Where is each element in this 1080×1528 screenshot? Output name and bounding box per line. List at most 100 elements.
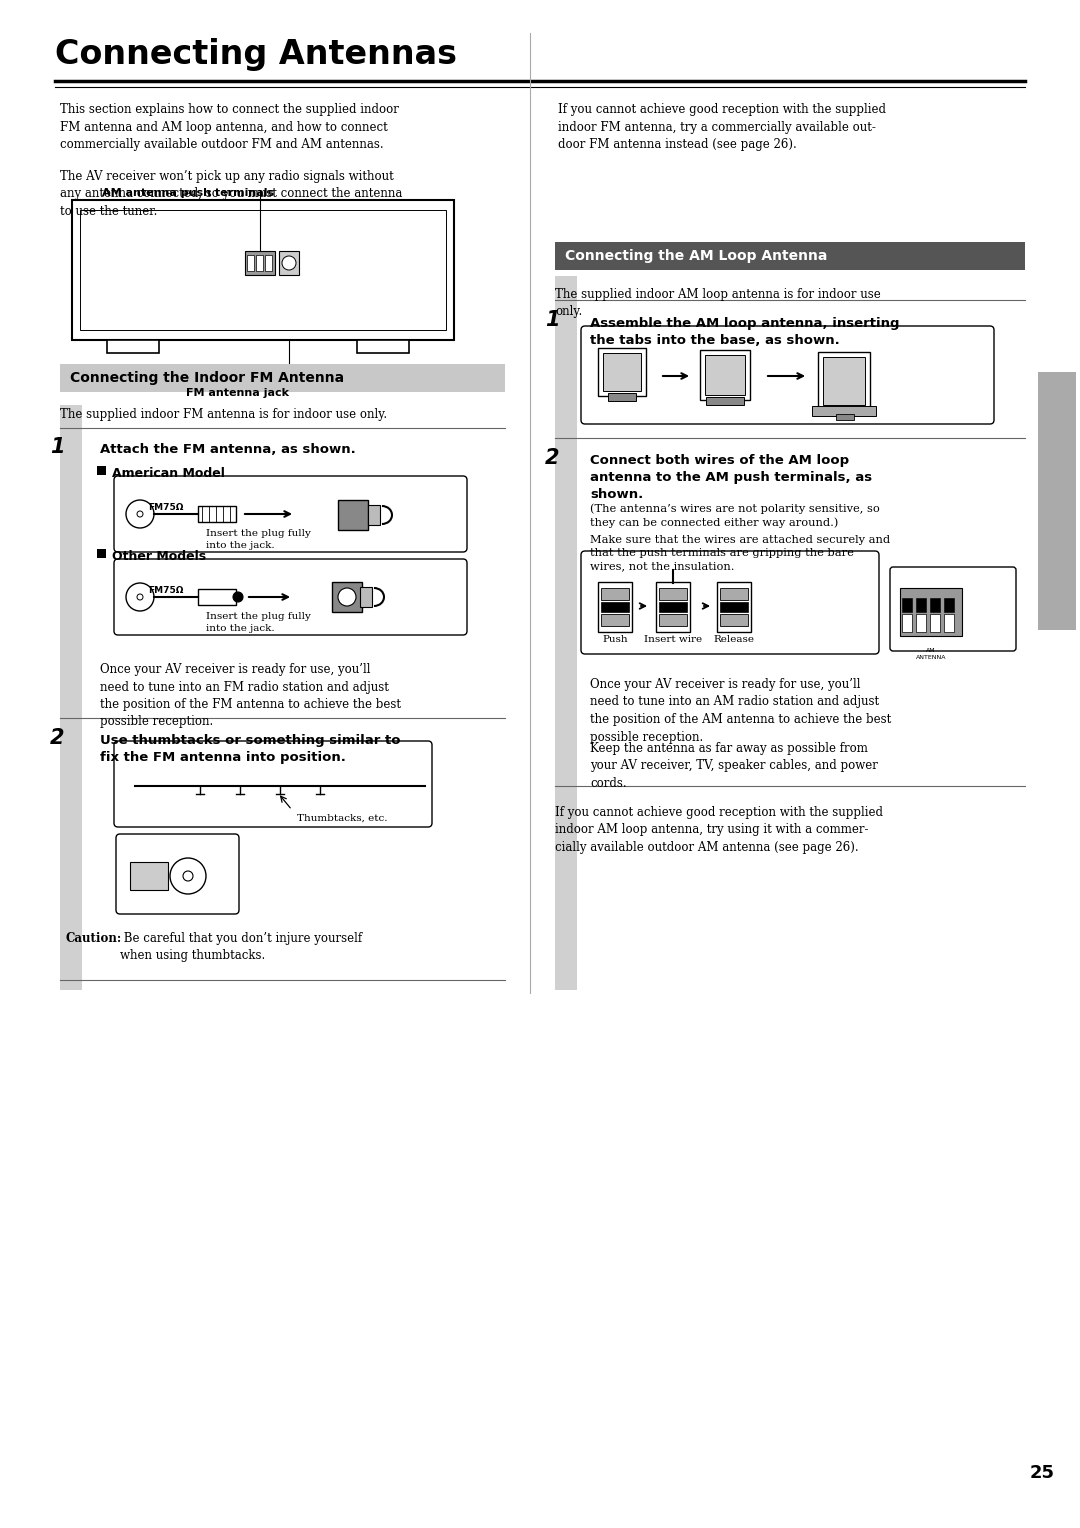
Bar [603,353,642,391]
Text: Attach the FM antenna, as shown.: Attach the FM antenna, as shown. [100,443,355,455]
Text: Use thumbtacks or something similar to
fix the FM antenna into position.: Use thumbtacks or something similar to f… [100,733,401,764]
Bar [700,350,750,400]
Bar [659,614,687,626]
Bar [245,251,275,275]
Text: Connecting the Indoor FM Antenna: Connecting the Indoor FM Antenna [70,371,345,385]
Bar [598,348,646,396]
Bar [97,549,106,558]
Circle shape [126,584,154,611]
Bar [368,504,380,526]
Text: Push: Push [603,636,627,643]
Bar [720,602,748,613]
Bar [60,405,82,990]
Bar [900,588,962,636]
Bar [720,588,748,601]
Bar [357,341,409,353]
Bar [107,341,159,353]
Circle shape [170,859,206,894]
Text: Insert wire: Insert wire [644,636,702,643]
Circle shape [137,510,143,516]
Text: Connecting Antennas: Connecting Antennas [55,38,457,70]
Text: FM75Ω: FM75Ω [148,503,184,512]
Bar [916,614,926,633]
Bar [930,614,940,633]
Circle shape [233,591,243,602]
Text: The supplied indoor FM antenna is for indoor use only.: The supplied indoor FM antenna is for in… [60,408,387,422]
Bar [720,614,748,626]
FancyBboxPatch shape [114,559,467,636]
Bar [944,614,954,633]
Bar [80,209,446,330]
Bar [130,862,168,889]
Bar [600,588,629,601]
Text: The supplied indoor AM loop antenna is for indoor use
only.: The supplied indoor AM loop antenna is f… [555,287,881,318]
Bar [598,582,632,633]
Text: AM antenna push terminals: AM antenna push terminals [102,188,274,199]
Text: 1: 1 [545,310,559,330]
Text: FM75Ω: FM75Ω [148,587,184,594]
Circle shape [126,500,154,529]
Text: AM
ANTENNA: AM ANTENNA [916,648,946,660]
Text: 1: 1 [50,437,65,457]
Bar [360,587,372,607]
Bar [656,582,690,633]
Text: Once your AV receiver is ready for use, you’ll
need to tune into an AM radio sta: Once your AV receiver is ready for use, … [590,678,891,744]
Circle shape [338,588,356,607]
Text: Thumbtacks, etc.: Thumbtacks, etc. [297,814,388,824]
Bar [916,597,926,613]
Text: If you cannot achieve good reception with the supplied
indoor AM loop antenna, t: If you cannot achieve good reception wit… [555,805,883,854]
Bar [97,466,106,475]
Bar [659,602,687,613]
Bar [256,255,264,270]
Text: (The antenna’s wires are not polarity sensitive, so
they can be connected either: (The antenna’s wires are not polarity se… [590,503,880,527]
Bar [930,597,940,613]
Bar [600,602,629,613]
Bar [818,351,870,410]
FancyBboxPatch shape [114,741,432,827]
Bar [60,364,505,393]
Bar [608,393,636,400]
Bar [247,255,254,270]
Bar [659,588,687,601]
Bar [600,614,629,626]
Bar [706,397,744,405]
Text: Keep the antenna as far away as possible from
your AV receiver, TV, speaker cabl: Keep the antenna as far away as possible… [590,743,878,790]
Text: Caution:: Caution: [65,932,121,944]
Text: Connect both wires of the AM loop
antenna to the AM push terminals, as
shown.: Connect both wires of the AM loop antenn… [590,454,873,501]
Text: Be careful that you don’t injure yourself
when using thumbtacks.: Be careful that you don’t injure yoursel… [120,932,362,963]
Text: Insert the plug fully
into the jack.: Insert the plug fully into the jack. [206,613,311,633]
Text: Assemble the AM loop antenna, inserting
the tabs into the base, as shown.: Assemble the AM loop antenna, inserting … [590,316,900,347]
Text: Connecting the AM Loop Antenna: Connecting the AM Loop Antenna [565,249,827,263]
FancyBboxPatch shape [116,834,239,914]
Bar [944,597,954,613]
Text: Other Models: Other Models [112,550,206,562]
Bar [717,582,751,633]
FancyBboxPatch shape [114,477,467,552]
Bar [1038,371,1076,630]
Bar [72,200,454,341]
Bar [823,358,865,405]
Text: If you cannot achieve good reception with the supplied
indoor FM antenna, try a : If you cannot achieve good reception wit… [558,102,886,151]
Text: Make sure that the wires are attached securely and
that the push terminals are g: Make sure that the wires are attached se… [590,535,890,571]
Bar [902,614,912,633]
Circle shape [137,594,143,601]
Bar [555,277,577,990]
Text: FM antenna jack: FM antenna jack [186,388,288,397]
Bar [198,588,237,605]
Text: 25: 25 [1029,1464,1054,1482]
Text: American Model: American Model [112,468,225,480]
Text: Release: Release [714,636,755,643]
Text: 2: 2 [545,448,559,468]
Bar [338,500,368,530]
FancyBboxPatch shape [581,552,879,654]
Circle shape [282,257,296,270]
Text: 2: 2 [50,727,65,749]
Bar [265,255,272,270]
Circle shape [183,871,193,882]
Bar [279,251,299,275]
Bar [198,506,237,523]
Text: This section explains how to connect the supplied indoor
FM antenna and AM loop : This section explains how to connect the… [60,102,399,151]
FancyBboxPatch shape [581,325,994,423]
Bar [332,582,362,613]
Text: The AV receiver won’t pick up any radio signals without
any antenna connected, s: The AV receiver won’t pick up any radio … [60,170,403,219]
